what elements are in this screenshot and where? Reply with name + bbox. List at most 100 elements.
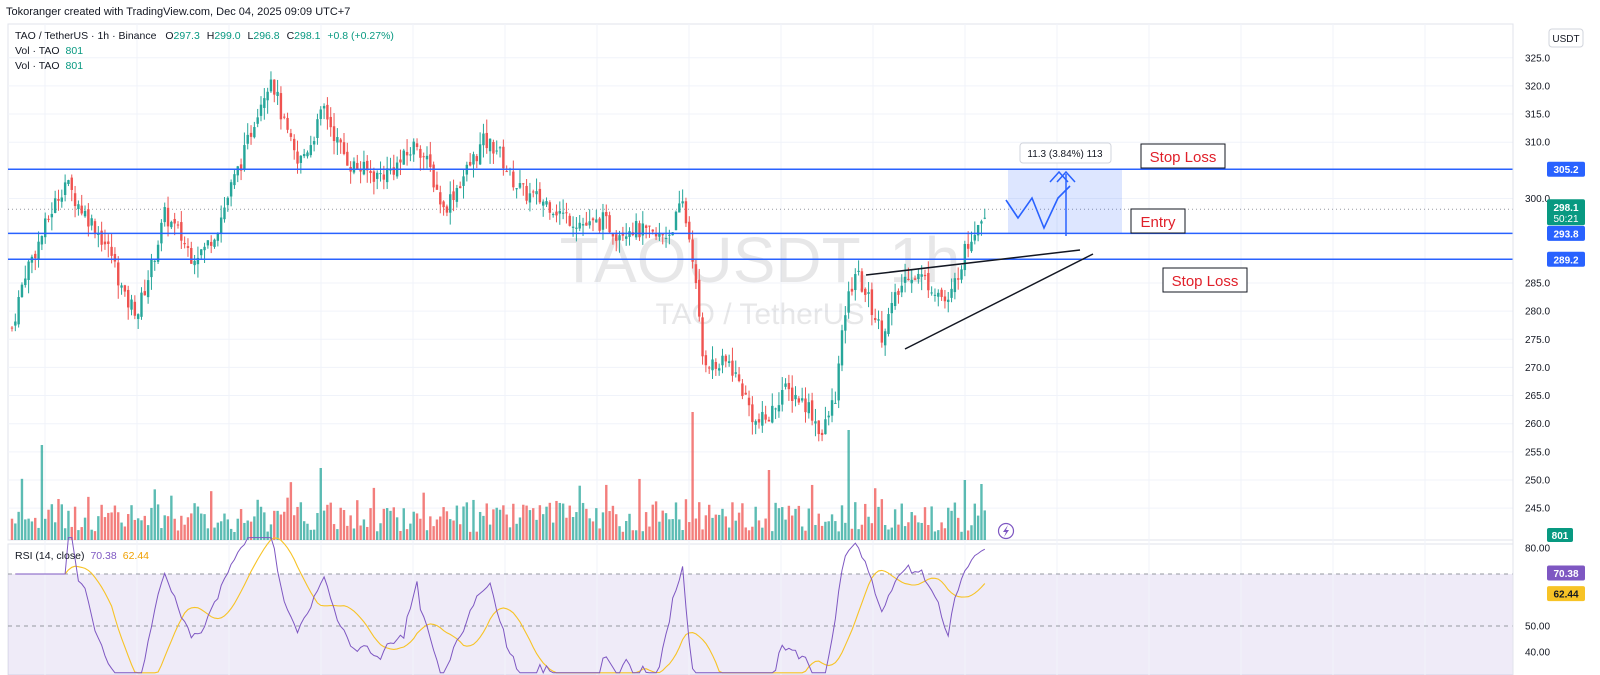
price-tick-label: 260.0 bbox=[1525, 419, 1550, 430]
volume-bar bbox=[605, 484, 608, 540]
volume-bar bbox=[747, 530, 751, 540]
price-tag-label: 305.2 bbox=[1553, 165, 1578, 176]
candle-body bbox=[136, 314, 140, 319]
volume-bar bbox=[196, 506, 200, 540]
price-tag-box bbox=[1547, 225, 1585, 241]
candle-body bbox=[372, 171, 376, 182]
volume-bar bbox=[817, 513, 820, 540]
candle-body bbox=[515, 188, 518, 190]
candle-body bbox=[273, 79, 276, 95]
candle-body bbox=[923, 274, 927, 277]
volume-bar bbox=[113, 505, 117, 540]
candle-body bbox=[867, 292, 870, 294]
volume-bar bbox=[634, 530, 638, 540]
volume-bar bbox=[226, 519, 229, 540]
candle-body bbox=[698, 279, 701, 317]
volume-legend-1[interactable]: Vol · TAO 801 bbox=[15, 45, 83, 57]
rsi-ma-line bbox=[15, 537, 986, 674]
volume-bar bbox=[545, 506, 548, 540]
candle-body bbox=[259, 104, 263, 116]
volume-bar bbox=[943, 528, 947, 540]
candle-body bbox=[293, 138, 296, 151]
symbol-legend[interactable]: TAO / TetherUS · 1h · Binance O297.3 H29… bbox=[15, 30, 394, 42]
volume-bar bbox=[30, 521, 34, 540]
volume-bar bbox=[907, 522, 910, 540]
volume-bar bbox=[714, 514, 718, 540]
volume-bar bbox=[781, 507, 784, 540]
candle-body bbox=[376, 172, 379, 179]
price-tick-label: 320.0 bbox=[1525, 81, 1550, 92]
volume-bar bbox=[488, 524, 492, 540]
candle-body bbox=[704, 355, 708, 366]
candle-body bbox=[953, 278, 957, 293]
rsi-band bbox=[8, 574, 1513, 675]
volume-bar bbox=[970, 525, 973, 540]
volume-bar bbox=[595, 508, 598, 540]
volume-bar bbox=[621, 531, 625, 540]
volume-bar bbox=[213, 527, 216, 540]
candle-body bbox=[110, 246, 113, 256]
volume-bar bbox=[505, 514, 508, 540]
candle-body bbox=[495, 150, 498, 152]
stop-loss-top-label[interactable]: Stop Loss bbox=[1140, 143, 1226, 169]
volume-bar bbox=[668, 519, 671, 540]
candle-body bbox=[213, 239, 216, 247]
volume-bar bbox=[558, 502, 561, 540]
wedge-upper-line[interactable] bbox=[865, 249, 1081, 276]
volume-bar bbox=[957, 517, 960, 540]
volume-legend-2[interactable]: Vol · TAO 801 bbox=[15, 60, 83, 72]
volume-bar bbox=[57, 498, 60, 540]
volume-bar bbox=[664, 513, 668, 540]
volume-bar bbox=[625, 520, 628, 540]
candle-body bbox=[462, 176, 465, 186]
volume-bar bbox=[658, 521, 661, 540]
volume-bar bbox=[751, 526, 754, 540]
volume-bar bbox=[777, 508, 781, 540]
last-price-label: 298.1 bbox=[1553, 203, 1578, 214]
candle-body bbox=[850, 288, 854, 292]
volume-bar bbox=[107, 512, 110, 540]
candle-body bbox=[532, 191, 535, 193]
volume-bar bbox=[206, 528, 210, 540]
volume-bar bbox=[186, 517, 190, 540]
candle-body bbox=[844, 315, 847, 331]
candle-body bbox=[409, 154, 412, 156]
volume-bar bbox=[923, 507, 927, 540]
rsi-pane[interactable] bbox=[7, 543, 1514, 675]
projection-path[interactable] bbox=[1005, 185, 1071, 231]
target-zone[interactable] bbox=[1008, 169, 1122, 234]
volume-bar bbox=[133, 519, 137, 540]
candle-body bbox=[542, 201, 545, 206]
candle-body bbox=[598, 218, 601, 231]
volume-bar bbox=[40, 445, 44, 540]
entry-label[interactable]: Entry bbox=[1130, 208, 1186, 234]
volume-bar bbox=[754, 506, 757, 540]
volume-bar bbox=[588, 518, 591, 540]
volume-bar bbox=[844, 522, 847, 540]
candle-body bbox=[302, 154, 306, 157]
candle-body bbox=[498, 147, 502, 149]
volume-bar bbox=[532, 508, 535, 540]
volume-bar bbox=[283, 511, 286, 540]
wedge-lower-line[interactable] bbox=[904, 253, 1094, 350]
volume-bar bbox=[542, 514, 545, 540]
candle-body bbox=[210, 241, 213, 246]
rsi-line bbox=[15, 537, 986, 675]
candle-body bbox=[767, 419, 771, 422]
currency-badge[interactable] bbox=[1548, 28, 1584, 48]
candle-body bbox=[329, 116, 332, 128]
rsi-legend[interactable]: RSI (14, close) 70.38 62.44 bbox=[15, 550, 149, 562]
candle-body bbox=[366, 160, 369, 171]
volume-bar bbox=[302, 521, 306, 540]
alert-bolt-icon[interactable] bbox=[997, 522, 1015, 540]
price-tag-box bbox=[1547, 251, 1585, 267]
volume-bar bbox=[156, 504, 160, 540]
candle-body bbox=[525, 185, 528, 201]
volume-bar bbox=[412, 511, 415, 540]
candle-body bbox=[439, 192, 442, 205]
stop-loss-bottom-label[interactable]: Stop Loss bbox=[1162, 267, 1248, 293]
volume-bar bbox=[568, 505, 571, 540]
volume-bar bbox=[598, 528, 601, 540]
